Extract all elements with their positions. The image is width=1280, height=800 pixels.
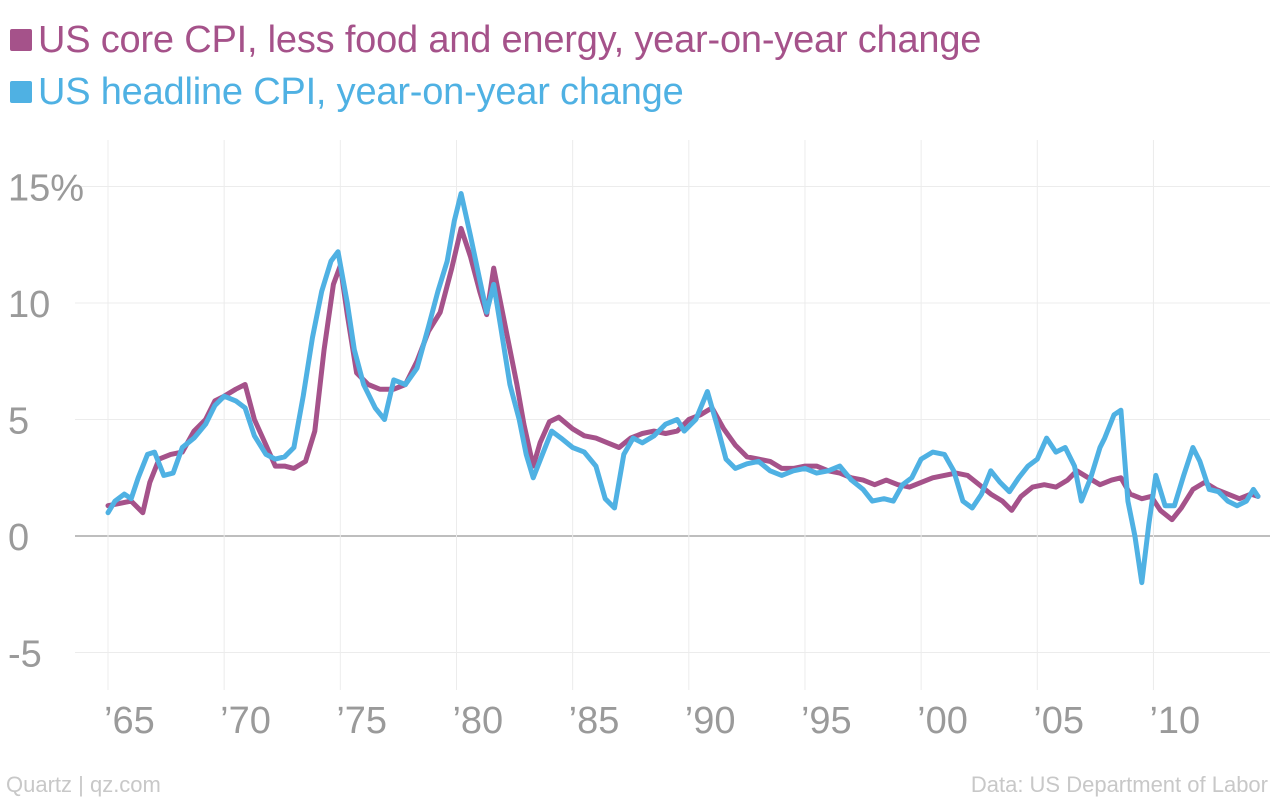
legend-swatch-core-cpi bbox=[10, 29, 32, 51]
x-tick-label: ’65 bbox=[104, 700, 155, 742]
legend: US core CPI, less food and energy, year-… bbox=[10, 14, 981, 118]
x-tick-label: ’05 bbox=[1033, 700, 1084, 742]
legend-label-core-cpi: US core CPI, less food and energy, year-… bbox=[38, 19, 982, 61]
y-tick-label: -5 bbox=[8, 634, 42, 676]
source-credit: Quartz | qz.com bbox=[6, 772, 161, 797]
x-tick-label: ’85 bbox=[569, 700, 620, 742]
core-cpi-series-line bbox=[105, 225, 1261, 523]
legend-item-headline-cpi: US headline CPI, year-on-year change bbox=[10, 66, 981, 118]
x-tick-label: ’80 bbox=[452, 700, 503, 742]
x-tick-label: ’10 bbox=[1149, 700, 1200, 742]
y-tick-label: 15% bbox=[8, 168, 84, 210]
data-source: Data: US Department of Labor bbox=[970, 772, 1268, 797]
x-tick-label: ’00 bbox=[917, 700, 968, 742]
y-tick-label: 10 bbox=[8, 284, 50, 326]
headline-cpi-series-line bbox=[105, 191, 1261, 586]
x-tick-label: ’70 bbox=[220, 700, 271, 742]
x-tick-label: ’75 bbox=[336, 700, 387, 742]
y-tick-label: 0 bbox=[8, 517, 29, 559]
y-tick-label: 5 bbox=[8, 401, 29, 443]
y-axis-tick-labels: 15% 10 5 0 -5 bbox=[8, 168, 84, 676]
x-tick-label: ’90 bbox=[685, 700, 736, 742]
x-axis-tick-labels: ’65 ’70 ’75 ’80 ’85 ’90 ’95 ’00 ’05 ’10 bbox=[104, 700, 1200, 742]
legend-item-core-cpi: US core CPI, less food and energy, year-… bbox=[10, 14, 981, 66]
series-lines bbox=[105, 191, 1261, 586]
legend-swatch-headline-cpi bbox=[10, 81, 32, 103]
legend-label-headline-cpi: US headline CPI, year-on-year change bbox=[38, 71, 684, 113]
x-tick-label: ’95 bbox=[801, 700, 852, 742]
grid-lines bbox=[75, 140, 1270, 690]
